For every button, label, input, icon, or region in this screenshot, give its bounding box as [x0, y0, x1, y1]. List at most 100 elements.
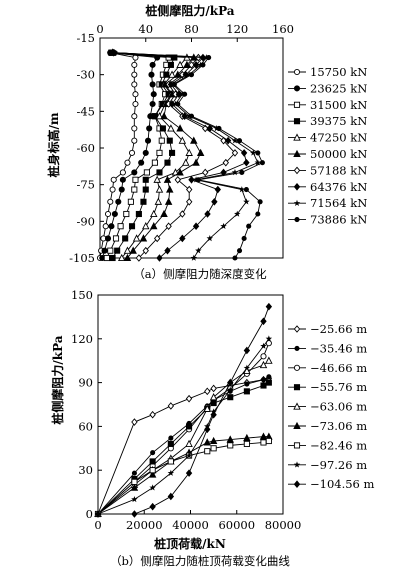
chart-a-point — [176, 124, 184, 132]
chart-b-point — [148, 470, 157, 478]
chart-b-point — [243, 364, 251, 371]
chart-a-point — [103, 254, 110, 262]
chart-a-point — [178, 136, 187, 144]
chart-a-legend-marker — [293, 199, 301, 206]
chart-b-point — [265, 356, 273, 364]
chart-a-point — [139, 234, 148, 242]
chart-b-point — [260, 382, 267, 389]
chart-b-point — [243, 440, 250, 447]
chart-a-point — [132, 176, 139, 183]
chart-b-point — [94, 510, 102, 518]
chart-b-legend-label: −63.06 m — [310, 400, 367, 414]
chart-a-point — [129, 246, 137, 254]
chart-b-legend: −25.66 m −35.46 m −46.66 m −55.76 m −63.06 m… — [288, 322, 375, 491]
chart-b-point — [209, 436, 218, 445]
chart-a-point — [146, 125, 153, 132]
chart-a-legend-item: 57188 kN — [288, 163, 367, 177]
chart-a-point — [169, 149, 176, 156]
chart-b-point — [265, 340, 272, 347]
chart-a-point — [188, 72, 195, 78]
chart-a-point — [234, 210, 241, 217]
chart-b-point — [204, 387, 211, 396]
chart-b-legend-item: −73.06 m — [288, 419, 367, 433]
chart-a-point — [179, 210, 186, 218]
chart-a-legend: 15750 kN 23625 kN 31500 kN 39375 kN 47250 kN… — [288, 65, 367, 227]
chart-b-point — [204, 448, 211, 455]
chart-b-legend-label: −82.46 m — [310, 438, 367, 452]
chart-a-ylabel: 桩身标高/m — [46, 112, 61, 177]
chart-a-point — [132, 100, 139, 108]
chart-a-point — [216, 125, 222, 131]
chart-a-point — [160, 209, 168, 218]
chart-a-point — [131, 81, 138, 88]
chart-a-point — [119, 176, 126, 183]
chart-a-point — [174, 70, 182, 78]
chart-b-legend-marker — [293, 325, 301, 333]
chart-a-point — [131, 71, 138, 78]
chart-a-point — [138, 159, 145, 166]
chart-a-point — [114, 247, 121, 254]
chart-b-legend-marker — [293, 402, 301, 410]
chart-a-point — [175, 101, 181, 107]
chart-a-point — [142, 149, 149, 156]
chart-a-point — [254, 159, 262, 166]
chart-b-point — [243, 346, 251, 355]
chart-b-legend-item: −82.46 m — [288, 438, 367, 452]
chart-b-x-tick-label: 60000 — [218, 518, 255, 532]
chart-a-x-tick-label: 40 — [138, 22, 153, 36]
chart-a-point — [188, 175, 195, 184]
chart-b-point — [167, 458, 174, 465]
chart-b-legend-label: −35.46 m — [310, 341, 367, 355]
chart-a-axes: 0 40 80 120 160 -15 -30 -45 -60 -75 -90 -105 — [69, 22, 294, 265]
chart-b-series-7 — [94, 437, 272, 518]
chart-a-point — [196, 148, 205, 156]
chart-a-point — [246, 223, 252, 229]
chart-a-point — [179, 234, 186, 243]
chart-a-legend-item: 64376 kN — [288, 180, 367, 194]
chart-b-point — [265, 379, 272, 386]
chart-a-point — [168, 70, 176, 78]
chart-b-y-tick-label: 30 — [78, 463, 93, 477]
chart-a-point — [185, 148, 193, 156]
chart-a-point — [206, 235, 214, 242]
chart-b-y-tick-label: 150 — [71, 288, 93, 302]
chart-a-point — [127, 198, 134, 205]
chart-a-legend-item: 47250 kN — [288, 131, 367, 145]
chart-b-point — [167, 402, 175, 410]
chart-a-y-tick-label: -60 — [76, 141, 95, 155]
chart-a-y-tick-label: -105 — [69, 251, 95, 265]
chart-b-series-9 — [94, 302, 273, 518]
chart-b-point — [209, 393, 218, 401]
chart-a-point — [164, 197, 173, 205]
chart-a-y-tick-label: -90 — [76, 214, 95, 228]
chart-a-legend-item: 73886 kN — [288, 213, 367, 227]
chart-b-point — [204, 425, 211, 434]
chart-b-point — [226, 435, 234, 443]
chart-b-point — [185, 452, 193, 459]
chart-a-point — [214, 185, 221, 194]
chart-a-frame — [99, 37, 284, 259]
chart-a-point — [101, 247, 108, 254]
chart-a-point — [183, 60, 191, 68]
chart-a-legend-label: 71564 kN — [310, 196, 367, 210]
chart-a-point — [110, 176, 117, 183]
chart-a-point — [154, 234, 161, 243]
chart-a-point — [123, 253, 132, 262]
chart-a-xlabel: 桩侧摩阻力/kPa — [145, 3, 234, 18]
chart-a-point — [220, 136, 227, 145]
chart-a-point — [109, 186, 116, 193]
chart-a-legend-label: 73886 kN — [310, 213, 367, 227]
chart-a-point — [171, 54, 178, 61]
chart-b: 桩侧摩阻力/kPa 0 20000 40000 60000 80000 0 30 60 90 12… — [50, 288, 375, 568]
chart-a-point — [165, 222, 172, 231]
chart-b-point — [227, 442, 234, 449]
chart-a-point — [108, 223, 115, 230]
chart-a-point — [211, 197, 218, 206]
chart-b-point — [227, 378, 234, 387]
chart-b-legend-marker — [293, 480, 301, 489]
chart-a-point — [142, 186, 149, 193]
chart-a-point — [142, 246, 149, 255]
chart-b-xlabel: 桩顶荷载/kN — [154, 536, 226, 551]
chart-b-point — [149, 484, 156, 491]
chart-a-point — [186, 185, 193, 194]
